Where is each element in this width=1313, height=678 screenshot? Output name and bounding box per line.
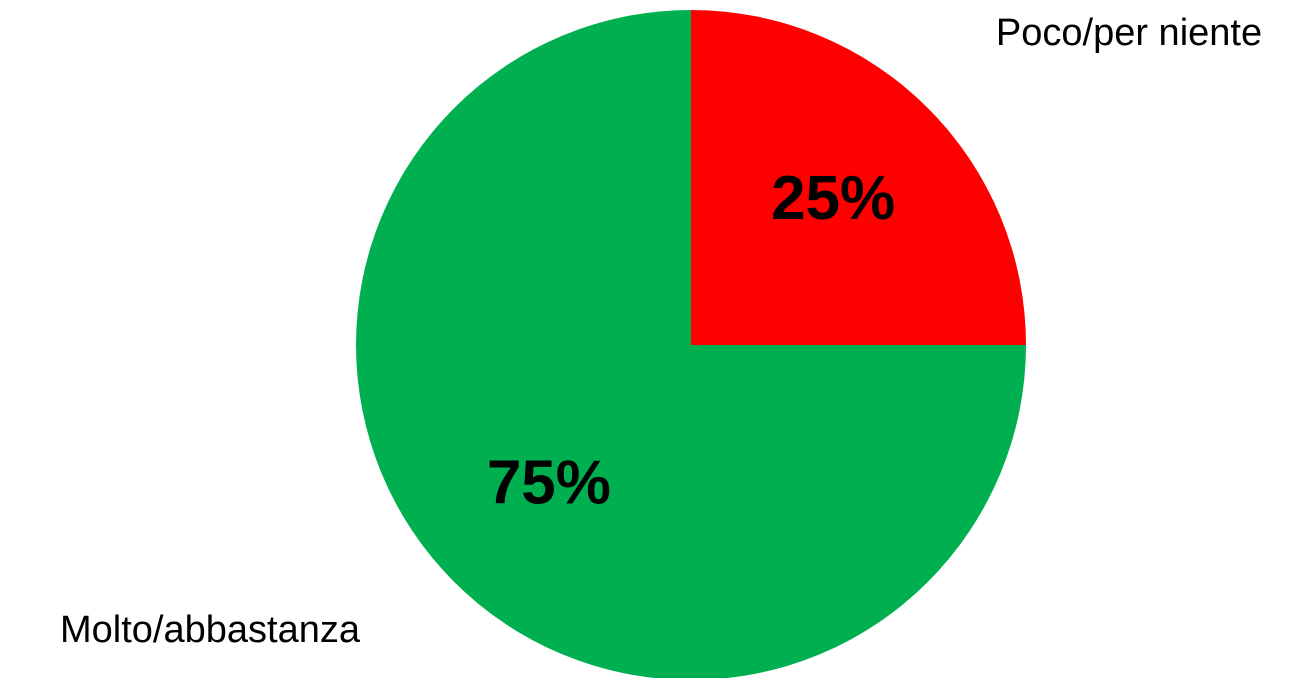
pie-slice [691, 10, 1026, 345]
data-label: 75% [487, 449, 611, 518]
data-label: 25% [771, 164, 895, 233]
category-label: Poco/per niente [996, 12, 1262, 54]
category-label: Molto/abbastanza [60, 609, 361, 651]
pie-slice [356, 10, 1026, 678]
